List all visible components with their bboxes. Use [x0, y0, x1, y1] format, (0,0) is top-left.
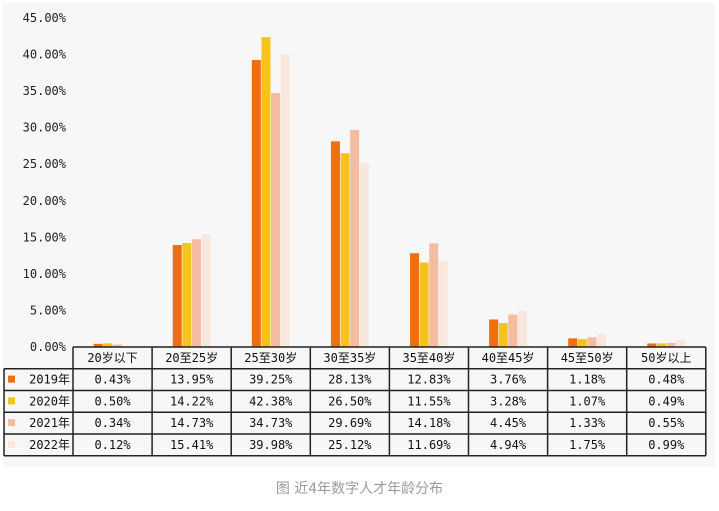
y-tick-label: 30.00% — [23, 121, 67, 135]
category-label: 40至45岁 — [482, 350, 535, 365]
category-label: 20岁以下 — [87, 350, 137, 365]
data-label: 15.41% — [170, 438, 214, 452]
y-tick-label: 25.00% — [23, 157, 67, 171]
data-label: 0.55% — [648, 416, 685, 430]
data-label: 3.28% — [490, 394, 527, 408]
y-tick-label: 15.00% — [23, 230, 67, 244]
bar-2-8 — [656, 343, 666, 347]
bar-1-8 — [647, 343, 657, 347]
bar-1-5 — [410, 253, 420, 347]
data-label: 28.13% — [328, 373, 372, 387]
bar-1-2 — [172, 245, 182, 347]
category-label: 35至40岁 — [402, 350, 455, 365]
bar-1-3 — [251, 60, 261, 348]
legend-label: 2020年 — [29, 394, 70, 408]
bar-4-6 — [517, 310, 527, 347]
data-label: 0.12% — [94, 438, 131, 452]
bar-2-1 — [103, 343, 113, 347]
bar-4-2 — [201, 234, 211, 347]
category-label: 25至30岁 — [244, 350, 297, 365]
bar-1-4 — [330, 141, 340, 347]
y-tick-label: 20.00% — [23, 194, 67, 208]
bar-2-7 — [577, 339, 587, 347]
bar-3-7 — [587, 337, 597, 347]
data-label: 1.18% — [569, 373, 606, 387]
bar-3-3 — [271, 93, 281, 347]
legend-swatch — [8, 375, 15, 383]
bar-1-6 — [489, 319, 499, 347]
data-label: 29.69% — [328, 416, 372, 430]
y-tick-label: 10.00% — [23, 267, 67, 281]
data-label: 34.73% — [249, 416, 293, 430]
data-label: 25.12% — [328, 438, 372, 452]
bar-2-4 — [340, 153, 350, 347]
data-label: 14.22% — [170, 394, 214, 408]
data-label: 4.94% — [490, 438, 527, 452]
bar-2-3 — [261, 37, 271, 347]
data-label: 39.25% — [249, 373, 293, 387]
bar-3-4 — [350, 129, 360, 347]
bar-1-1 — [93, 343, 103, 347]
data-label: 39.98% — [249, 438, 293, 452]
category-label: 50岁以上 — [641, 350, 691, 365]
bars-group — [93, 37, 686, 348]
bar-3-8 — [666, 342, 676, 347]
legend-label: 2019年 — [29, 373, 70, 387]
legend-swatch — [8, 397, 15, 405]
data-label: 0.43% — [94, 373, 131, 387]
y-tick-label: 5.00% — [30, 303, 67, 317]
bar-3-2 — [191, 239, 201, 347]
bar-2-2 — [182, 243, 192, 347]
data-label: 42.38% — [249, 394, 293, 408]
y-axis: 0.00% 5.00% 10.00% 15.00% 20.00% 25.00% 30.00%… — [23, 11, 67, 354]
data-label: 0.49% — [648, 394, 685, 408]
bar-3-5 — [429, 243, 439, 347]
figure-caption: 图 近4年数字人才年龄分布 — [275, 481, 444, 497]
y-tick-label: 0.00% — [30, 340, 67, 354]
data-label: 0.99% — [648, 438, 685, 452]
data-label: 1.75% — [569, 438, 606, 452]
bar-4-5 — [438, 261, 448, 347]
legend-swatch — [8, 440, 15, 448]
data-label: 1.33% — [569, 416, 606, 430]
data-label: 11.69% — [407, 438, 451, 452]
category-label: 30至35岁 — [323, 350, 376, 365]
data-label: 14.18% — [407, 416, 451, 430]
data-label: 0.48% — [648, 373, 685, 387]
bar-4-7 — [597, 334, 607, 347]
data-label: 0.50% — [94, 394, 131, 408]
bar-chart: 0.00% 5.00% 10.00% 15.00% 20.00% 25.00% 30.00%… — [3, 11, 707, 457]
data-label: 26.50% — [328, 394, 372, 408]
bar-4-8 — [676, 339, 686, 347]
legend-swatch — [8, 419, 15, 427]
data-label: 4.45% — [490, 416, 527, 430]
bar-2-5 — [419, 262, 429, 347]
category-label: 45至50岁 — [561, 350, 614, 365]
bar-4-3 — [280, 54, 290, 347]
data-table: 20岁以下 20至25岁 25至30岁 30至35岁 35至40岁 40至45岁 45至50… — [3, 346, 707, 457]
y-tick-label: 35.00% — [23, 84, 67, 98]
y-tick-label: 40.00% — [23, 48, 67, 62]
data-label: 13.95% — [170, 373, 214, 387]
y-tick-label: 45.00% — [23, 11, 67, 25]
data-label: 0.34% — [94, 416, 131, 430]
data-label: 11.55% — [407, 394, 451, 408]
bar-1-7 — [568, 338, 578, 347]
data-label: 1.07% — [569, 394, 606, 408]
legend-label: 2021年 — [29, 416, 70, 430]
legend-label: 2022年 — [29, 438, 70, 452]
data-label: 12.83% — [407, 373, 451, 387]
bar-3-6 — [508, 314, 518, 347]
category-label: 20至25岁 — [165, 350, 218, 365]
bar-4-4 — [359, 163, 369, 347]
bar-2-6 — [498, 323, 508, 347]
data-label: 3.76% — [490, 373, 527, 387]
data-label: 14.73% — [170, 416, 214, 430]
bar-3-1 — [112, 344, 122, 347]
